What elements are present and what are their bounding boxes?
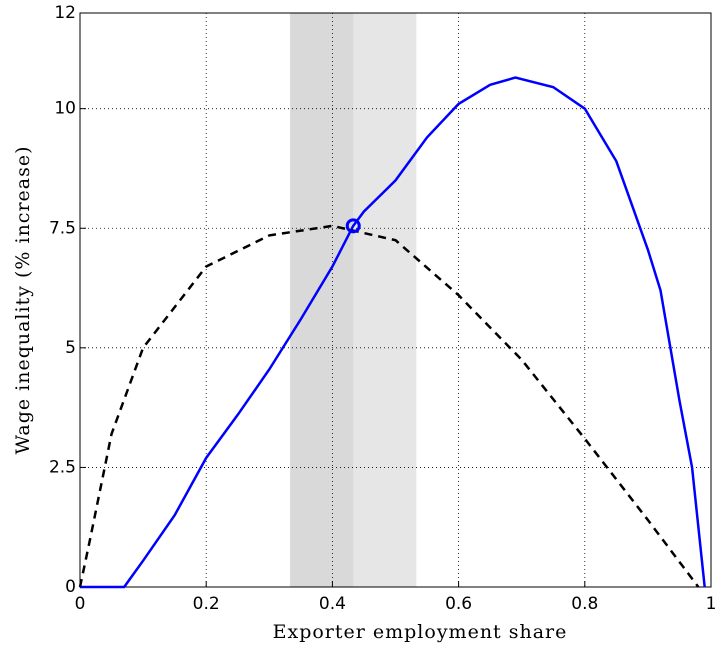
x-tick-label: 1 bbox=[706, 594, 717, 614]
data-line bbox=[80, 76, 706, 589]
x-tick-label: 0.6 bbox=[445, 594, 472, 614]
y-tick-label: 2.5 bbox=[49, 457, 76, 477]
data-line bbox=[78, 224, 700, 588]
y-tick-label: 5 bbox=[65, 338, 76, 358]
y-tick-label: 0 bbox=[65, 577, 76, 597]
x-tick-label: 0.8 bbox=[571, 594, 598, 614]
x-tick-label: 0.2 bbox=[193, 594, 220, 614]
y-tick-label: 10 bbox=[54, 99, 76, 119]
y-axis-label: Wage inequality (% increase) bbox=[12, 145, 34, 454]
x-axis-label: Exporter employment share bbox=[273, 621, 568, 643]
y-tick-label: 12 bbox=[54, 3, 76, 23]
y-tick-label: 7.5 bbox=[49, 218, 76, 238]
x-tick-label: 0.4 bbox=[319, 594, 346, 614]
plot-frame bbox=[79, 12, 712, 588]
x-tick-label: 0 bbox=[75, 594, 86, 614]
highlight-marker bbox=[345, 218, 361, 234]
shaded-region bbox=[290, 13, 354, 587]
